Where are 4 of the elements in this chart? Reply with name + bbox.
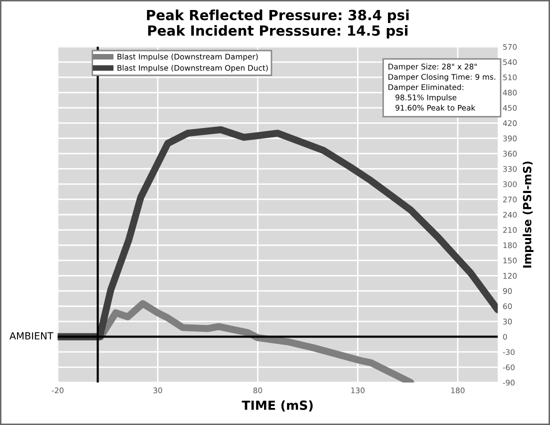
x-axis-title: TIME (mS) xyxy=(242,400,313,412)
y-axis-title: Impulse (PSI-mS) xyxy=(522,162,534,268)
ref-line-label: AMBIENT xyxy=(9,332,54,340)
chart-title: Peak Reflected Pressure: 38.4 psi Peak Incident Presssure: 14.5 psi xyxy=(147,10,409,39)
